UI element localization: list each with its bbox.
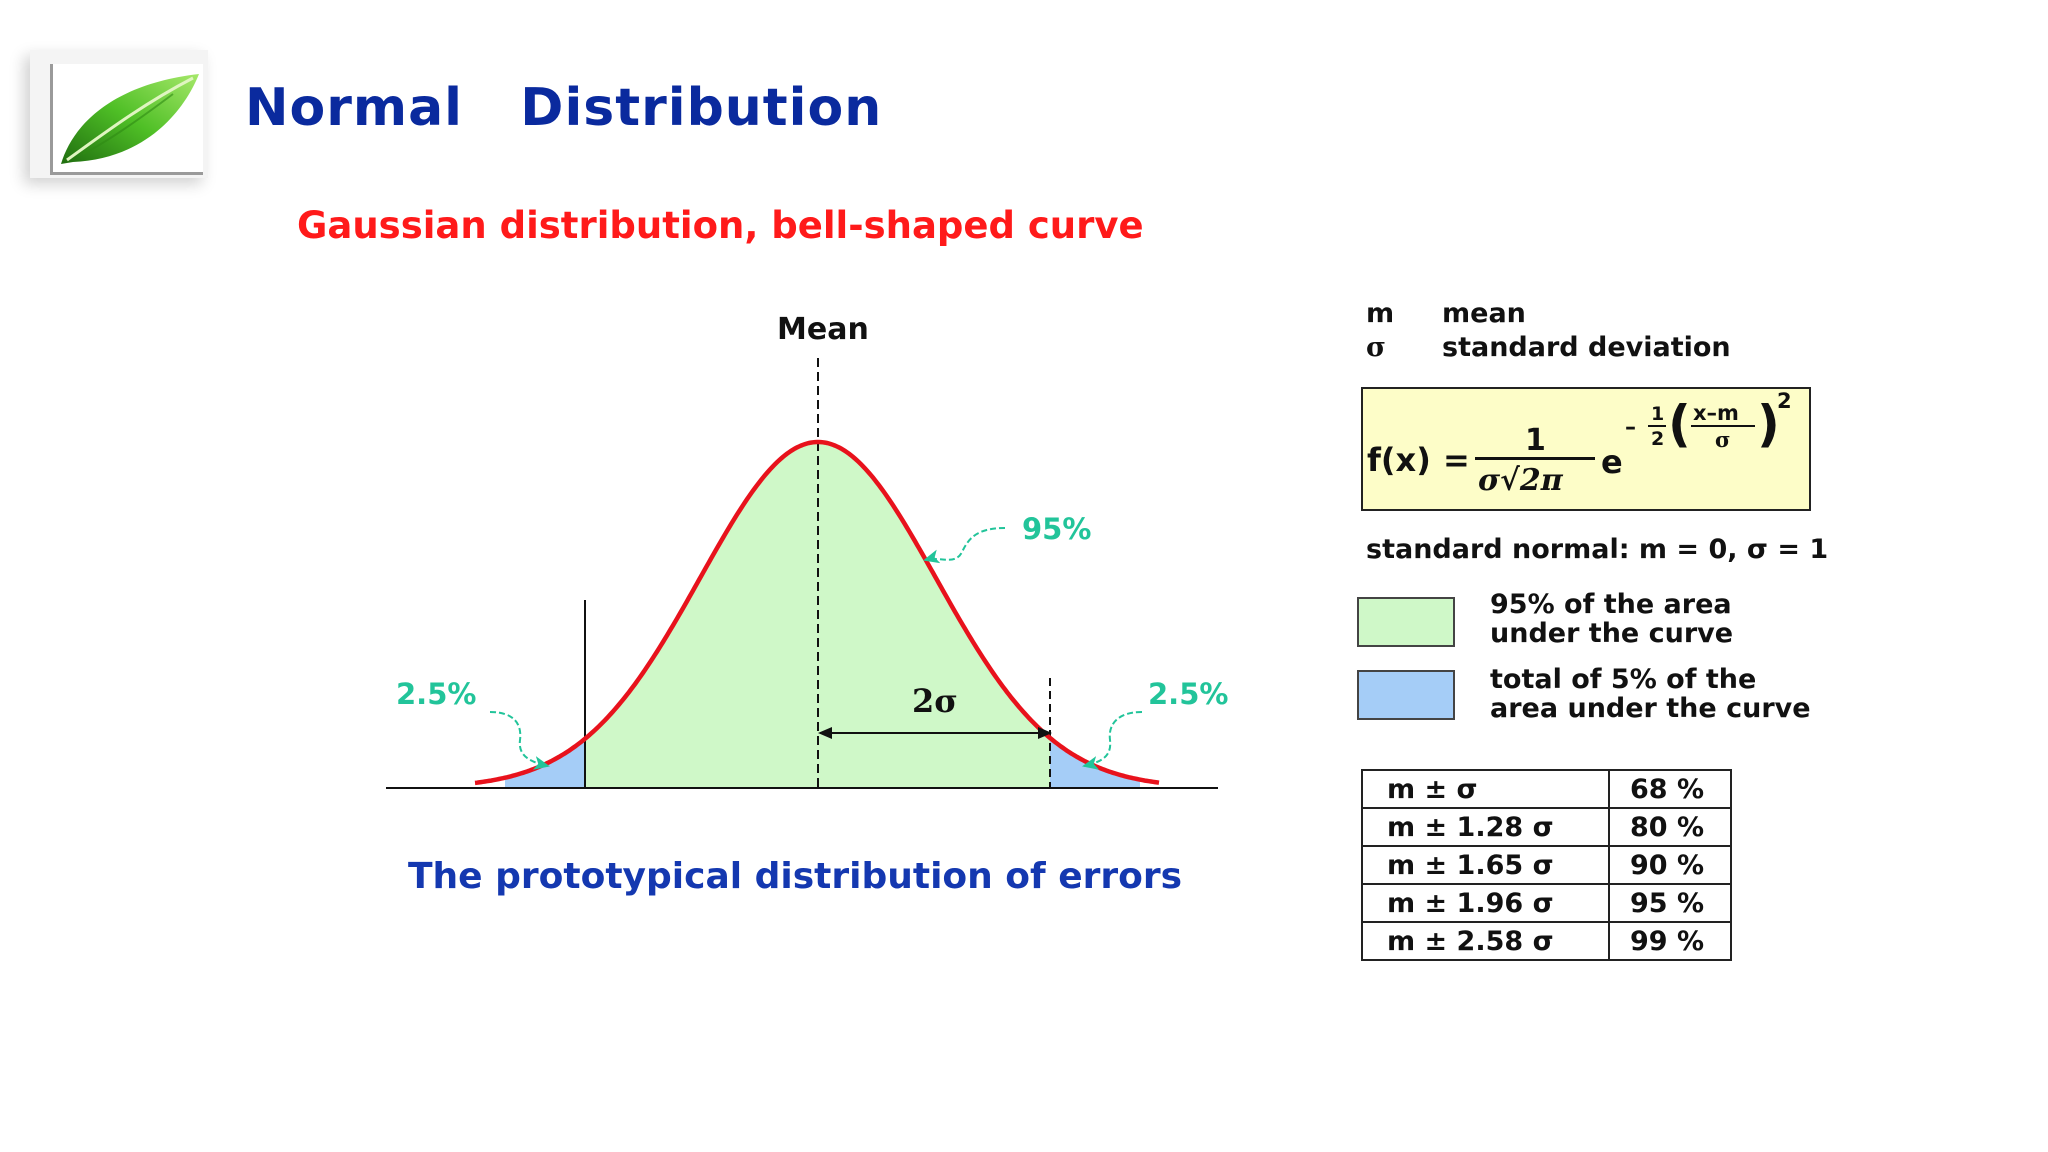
table-row: m ± 2.58 σ 99 % bbox=[1361, 921, 1732, 961]
percent-cell: 90 % bbox=[1608, 845, 1732, 885]
formula-base: e bbox=[1601, 443, 1623, 481]
percent-cell: 99 % bbox=[1608, 921, 1732, 961]
sigma-symbol: σ bbox=[1366, 332, 1386, 363]
formula-exp-bar bbox=[1691, 425, 1755, 427]
leaf-icon bbox=[61, 74, 199, 164]
center-percent-label: 95% bbox=[1022, 512, 1092, 546]
logo-box bbox=[50, 64, 203, 175]
sigma-definition: standard deviation bbox=[1442, 332, 1731, 363]
formula-fraction-bar bbox=[1475, 457, 1595, 460]
blue-legend-line1: total of 5% of the bbox=[1490, 664, 1757, 695]
percent-cell: 68 % bbox=[1608, 769, 1732, 809]
formula-equals: = bbox=[1443, 441, 1470, 479]
formula-paren-close: ) bbox=[1757, 395, 1780, 453]
formula-half-den: 2 bbox=[1651, 428, 1665, 450]
blue-swatch bbox=[1357, 670, 1455, 720]
range-cell: m ± 1.28 σ bbox=[1361, 807, 1610, 847]
tail-left-area bbox=[505, 738, 585, 788]
formula-half-bar bbox=[1648, 425, 1666, 427]
logo-frame bbox=[30, 50, 208, 178]
percent-cell: 95 % bbox=[1608, 883, 1732, 923]
formula-exp-power: 2 bbox=[1777, 389, 1792, 413]
formula-numerator: 1 bbox=[1525, 423, 1546, 458]
tail-right-area bbox=[1050, 737, 1140, 788]
mean-label: Mean bbox=[777, 312, 869, 347]
tail-right-label: 2.5% bbox=[1148, 677, 1229, 711]
tail-left-label: 2.5% bbox=[396, 677, 477, 711]
range-cell: m ± 1.65 σ bbox=[1361, 845, 1610, 885]
two-sigma-label: 2σ bbox=[912, 682, 958, 720]
mean-symbol: m bbox=[1366, 298, 1395, 329]
green-legend-line2: under the curve bbox=[1490, 618, 1734, 649]
table-row: m ± 1.65 σ 90 % bbox=[1361, 845, 1732, 885]
arrow-tail-right bbox=[1082, 711, 1143, 770]
blue-legend-line2: area under the curve bbox=[1490, 693, 1811, 724]
caption: The prototypical distribution of errors bbox=[408, 856, 1183, 897]
formula-paren-open: ( bbox=[1668, 395, 1691, 453]
page-subtitle: Gaussian distribution, bell-shaped curve bbox=[297, 204, 1144, 247]
formula-box: f(x) = 1 σ√2π e – 1 2 ( x–m σ ) 2 bbox=[1361, 387, 1811, 511]
mean-definition: mean bbox=[1442, 298, 1526, 329]
formula-exp-den: σ bbox=[1715, 427, 1731, 452]
standard-normal-note: standard normal: m = 0, σ = 1 bbox=[1366, 534, 1829, 565]
table-row: m ± 1.28 σ 80 % bbox=[1361, 807, 1732, 847]
page-title: Normal Distribution bbox=[245, 78, 883, 138]
table-row: m ± σ 68 % bbox=[1361, 769, 1732, 809]
percent-cell: 80 % bbox=[1608, 807, 1732, 847]
formula-exp-num: x–m bbox=[1693, 401, 1739, 425]
formula-exp-minus: – bbox=[1625, 415, 1636, 440]
table-row: m ± 1.96 σ 95 % bbox=[1361, 883, 1732, 923]
formula-lhs: f(x) bbox=[1367, 441, 1431, 479]
green-legend-line1: 95% of the area bbox=[1490, 589, 1732, 620]
formula-denominator: σ√2π bbox=[1478, 463, 1563, 498]
confidence-table: m ± σ 68 % m ± 1.28 σ 80 % m ± 1.65 σ 90 % m ±… bbox=[1361, 769, 1732, 961]
range-cell: m ± 1.96 σ bbox=[1361, 883, 1610, 923]
green-swatch bbox=[1357, 597, 1455, 647]
arrow-tail-left bbox=[489, 711, 550, 770]
range-cell: m ± 2.58 σ bbox=[1361, 921, 1610, 961]
arrow-95 bbox=[923, 527, 1006, 564]
formula-half-num: 1 bbox=[1651, 403, 1665, 425]
range-cell: m ± σ bbox=[1361, 769, 1610, 809]
